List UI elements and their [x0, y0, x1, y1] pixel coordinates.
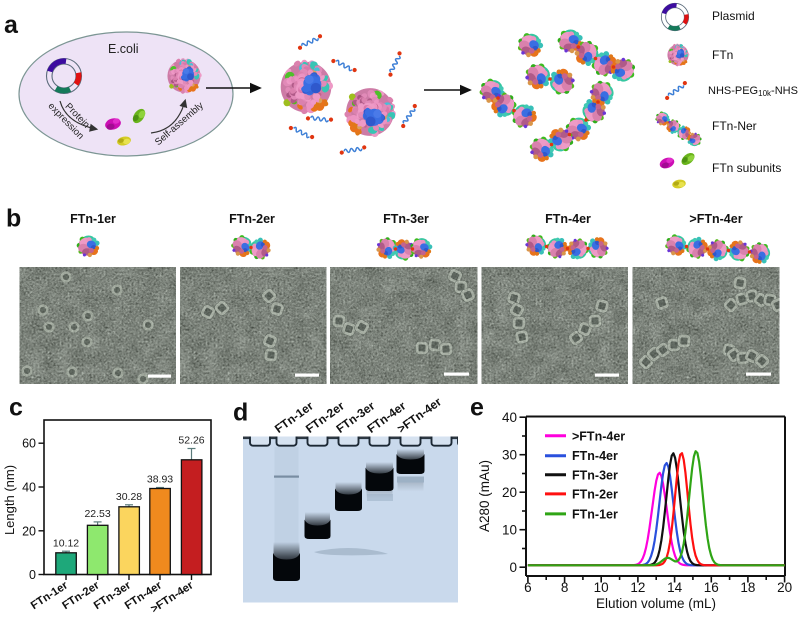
svg-text:16: 16 [704, 580, 719, 595]
svg-text:A280 (mAu): A280 (mAu) [477, 460, 492, 532]
svg-text:b: b [6, 205, 21, 233]
svg-text:FTn subunits: FTn subunits [712, 161, 781, 175]
svg-text:FTn-1er: FTn-1er [572, 507, 618, 521]
svg-text:20: 20 [777, 580, 792, 595]
svg-text:e: e [470, 394, 484, 422]
svg-text:Elution volume (mL): Elution volume (mL) [596, 596, 716, 611]
svg-text:Plasmid: Plasmid [712, 9, 755, 23]
svg-text:30.28: 30.28 [116, 491, 142, 503]
svg-text:20: 20 [502, 485, 517, 500]
svg-text:52.26: 52.26 [178, 435, 204, 447]
svg-text:E.coli: E.coli [108, 42, 139, 56]
svg-text:0: 0 [29, 568, 36, 582]
svg-text:14: 14 [667, 580, 683, 595]
svg-text:FTn: FTn [712, 48, 733, 62]
svg-text:60: 60 [22, 437, 36, 451]
svg-text:c: c [9, 394, 23, 422]
svg-text:10.12: 10.12 [53, 538, 79, 550]
svg-text:d: d [233, 399, 248, 427]
svg-text:40: 40 [22, 481, 36, 495]
svg-text:a: a [4, 11, 19, 39]
svg-text:8: 8 [561, 580, 569, 595]
svg-text:6: 6 [524, 580, 532, 595]
svg-text:FTn-Ner: FTn-Ner [712, 119, 757, 133]
svg-text:0: 0 [509, 560, 517, 575]
svg-text:Length (nm): Length (nm) [2, 465, 17, 535]
svg-text:FTn-4er: FTn-4er [545, 212, 591, 226]
svg-text:10: 10 [594, 580, 609, 595]
svg-text:FTn-3er: FTn-3er [383, 212, 429, 226]
svg-text:FTn-3er: FTn-3er [572, 468, 618, 482]
svg-text:38.93: 38.93 [147, 474, 173, 486]
svg-text:40: 40 [502, 410, 517, 425]
svg-text:>FTn-4er: >FTn-4er [689, 212, 742, 226]
svg-text:NHS-PEG10k-NHS: NHS-PEG10k-NHS [708, 85, 798, 98]
svg-text:20: 20 [22, 524, 36, 538]
svg-text:FTn-2er: FTn-2er [229, 212, 275, 226]
svg-text:18: 18 [740, 580, 755, 595]
svg-text:FTn-2er: FTn-2er [572, 487, 618, 501]
svg-text:12: 12 [630, 580, 645, 595]
svg-text:22.53: 22.53 [84, 508, 110, 520]
svg-text:>FTn-4er: >FTn-4er [572, 429, 625, 443]
svg-text:10: 10 [502, 523, 517, 538]
svg-text:FTn-1er: FTn-1er [70, 212, 116, 226]
svg-text:FTn-4er: FTn-4er [572, 449, 618, 463]
svg-text:30: 30 [502, 448, 517, 463]
svg-text:>FTn-4er: >FTn-4er [395, 394, 445, 436]
